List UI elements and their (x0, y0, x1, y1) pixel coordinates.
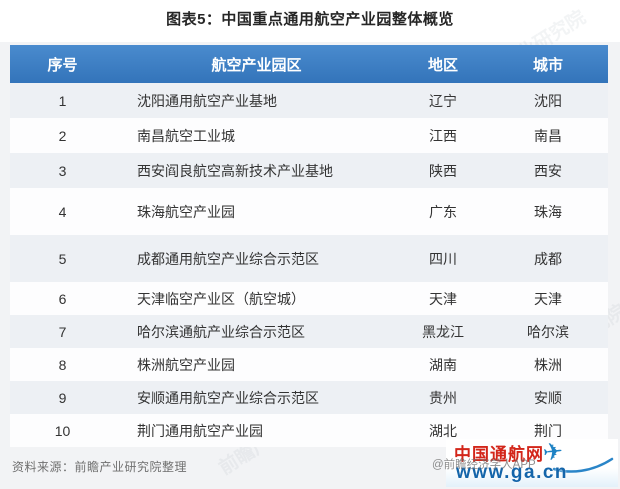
cell-region: 四川 (429, 250, 457, 267)
cell-city: 沈阳 (534, 92, 562, 109)
col-header-region: 地区 (427, 56, 458, 74)
col-header-park: 航空产业园区 (211, 56, 302, 74)
table-row: 6 天津临空产业区（航空城） 天津 天津 (10, 282, 608, 315)
cell-park: 荆门通用航空产业园 (137, 422, 263, 439)
cell-city: 荆门 (534, 422, 562, 439)
cell-no: 10 (54, 422, 71, 439)
cell-park: 沈阳通用航空产业基地 (137, 92, 277, 109)
table-row: 2 南昌航空工业城 江西 南昌 (10, 118, 608, 153)
table-row: 4 珠海航空产业园 广东 珠海 (10, 188, 608, 235)
cell-park: 株洲航空产业园 (137, 356, 235, 373)
cell-city: 珠海 (534, 203, 562, 220)
cell-park: 成都通用航空产业综合示范区 (137, 250, 319, 267)
cell-no: 4 (58, 203, 67, 220)
cell-park: 珠海航空产业园 (137, 203, 235, 220)
logo-top-line: 中国通航网 ✈ (454, 438, 564, 467)
contrail-swoosh-icon (552, 457, 614, 473)
cell-region: 天津 (429, 290, 457, 307)
cell-region: 黑龙江 (422, 323, 464, 340)
cell-region: 江西 (429, 127, 457, 144)
table-row: 3 西安阎良航空高新技术产业基地 陕西 西安 (10, 153, 608, 188)
table-row: 9 安顺通用航空产业综合示范区 贵州 安顺 (10, 381, 608, 414)
cell-park: 天津临空产业区（航空城） (137, 290, 305, 307)
ga-site-logo: 中国通航网 ✈ www.ga.cn @前瞻经济学人APP (432, 438, 618, 487)
cell-park: 哈尔滨通航产业综合示范区 (137, 323, 305, 340)
cell-region: 辽宁 (429, 92, 457, 109)
cell-no: 2 (58, 127, 67, 144)
table-row: 7 哈尔滨通航产业综合示范区 黑龙江 哈尔滨 (10, 315, 608, 348)
cell-no: 9 (58, 389, 67, 406)
cell-park: 西安阎良航空高新技术产业基地 (137, 162, 333, 179)
cell-city: 西安 (534, 162, 562, 179)
table-row: 5 成都通用航空产业综合示范区 四川 成都 (10, 235, 608, 282)
cell-no: 1 (58, 92, 67, 109)
cell-no: 6 (58, 290, 67, 307)
cell-city: 株洲 (534, 356, 562, 373)
cell-city: 安顺 (534, 389, 562, 406)
cell-region: 湖南 (429, 356, 457, 373)
title-band: 图表5：中国重点通用航空产业园整体概览 (0, 0, 620, 42)
table-body: 1 沈阳通用航空产业基地 辽宁 沈阳 2 南昌航空工业城 江西 南昌 3 西安阎… (10, 83, 608, 447)
cell-region: 陕西 (429, 162, 457, 179)
table-row: 1 沈阳通用航空产业基地 辽宁 沈阳 (10, 83, 608, 118)
cell-park: 安顺通用航空产业综合示范区 (137, 389, 319, 406)
cell-no: 7 (58, 323, 67, 340)
cell-no: 3 (58, 162, 67, 179)
cell-city: 南昌 (534, 127, 562, 144)
col-header-city: 城市 (532, 56, 563, 74)
figure-title: 图表5：中国重点通用航空产业园整体概览 (166, 11, 454, 28)
logo-url: www.ga.cn (456, 462, 569, 483)
table-row: 8 株洲航空产业园 湖南 株洲 (10, 348, 608, 381)
cell-city: 哈尔滨 (527, 323, 569, 340)
source-note: 资料来源：前瞻产业研究院整理 (12, 460, 188, 474)
col-header-no: 序号 (47, 56, 78, 74)
parks-table: 序号 航空产业园区 地区 城市 1 沈阳通用航空产业基地 辽宁 沈阳 2 南昌航… (10, 45, 608, 447)
cell-region: 贵州 (429, 389, 457, 406)
cell-city: 天津 (534, 290, 562, 307)
cell-region: 广东 (429, 203, 457, 220)
cell-region: 湖北 (429, 422, 457, 439)
cell-no: 8 (58, 356, 67, 373)
cell-park: 南昌航空工业城 (137, 127, 235, 144)
cell-no: 5 (58, 250, 67, 267)
cell-city: 成都 (534, 250, 562, 267)
table-header-row: 序号 航空产业园区 地区 城市 (10, 45, 608, 83)
logo-site-name: 中国通航网 (454, 445, 544, 464)
